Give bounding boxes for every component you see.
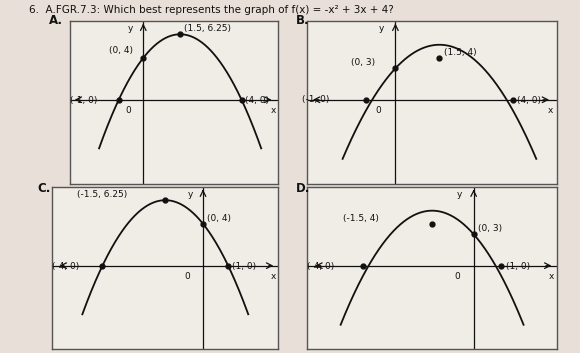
Text: x: x [549,272,554,281]
Text: (-1.5, 4): (-1.5, 4) [343,214,379,223]
Text: y: y [128,24,133,33]
Text: 0: 0 [375,106,380,115]
Text: 0: 0 [454,272,460,281]
Text: (0, 3): (0, 3) [351,58,375,67]
Text: x: x [271,106,277,115]
Text: D.: D. [296,182,310,195]
Text: (-1, 0): (-1, 0) [70,96,97,105]
Text: (-1.5, 6.25): (-1.5, 6.25) [77,190,128,199]
Text: 0: 0 [184,272,190,281]
Text: (4, 0): (4, 0) [245,96,269,105]
Text: (1, 0): (1, 0) [506,262,530,271]
Text: B.: B. [296,14,309,27]
Text: (-1, 0): (-1, 0) [302,95,329,104]
Text: y: y [457,190,463,199]
Text: (4, 0): (4, 0) [517,96,541,105]
Text: (0, 3): (0, 3) [478,224,502,233]
Text: (0, 4): (0, 4) [109,46,133,55]
Text: 6.  A.FGR.7.3: Which best represents the graph of f(x) = -x² + 3x + 4?: 6. A.FGR.7.3: Which best represents the … [29,5,394,15]
Text: (1.5, 6.25): (1.5, 6.25) [184,24,231,33]
Text: x: x [548,106,553,115]
Text: (1, 0): (1, 0) [232,262,256,271]
Text: 0: 0 [125,106,131,115]
Text: y: y [187,190,193,199]
Text: (0, 4): (0, 4) [206,214,231,223]
Text: y: y [378,24,384,33]
Text: (-4, 0): (-4, 0) [52,262,79,271]
Text: (-4, 0): (-4, 0) [307,262,335,271]
Text: A.: A. [49,14,63,27]
Text: x: x [271,272,276,281]
Text: C.: C. [38,182,51,195]
Text: (1.5, 4): (1.5, 4) [444,48,476,57]
